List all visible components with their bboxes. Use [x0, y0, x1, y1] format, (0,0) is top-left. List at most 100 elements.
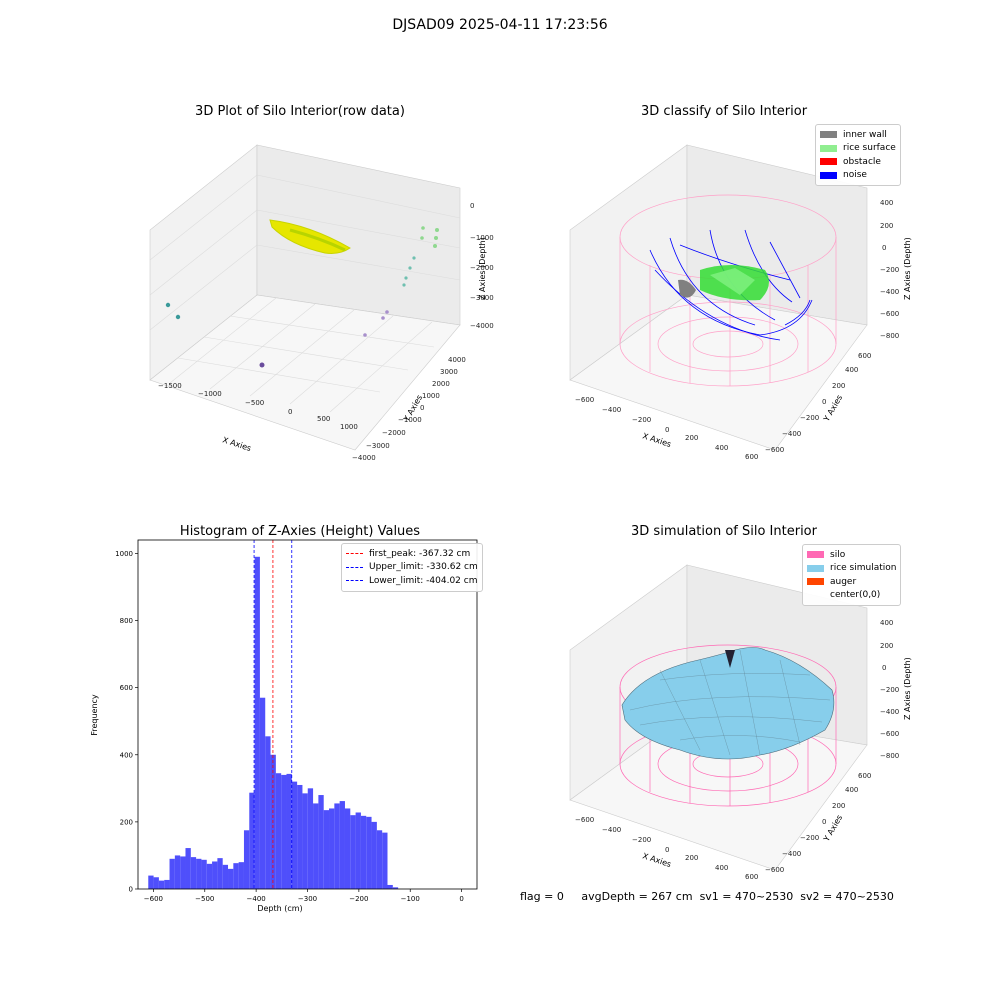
svg-text:−600: −600: [880, 730, 899, 738]
svg-text:−2000: −2000: [470, 264, 494, 272]
svg-text:−400: −400: [602, 406, 621, 414]
svg-text:600: 600: [858, 772, 871, 780]
svg-text:−4000: −4000: [352, 454, 376, 462]
histogram-bar: [318, 795, 324, 889]
histogram-bar: [254, 556, 260, 889]
histogram-bar: [376, 830, 383, 889]
classify-plot-title: 3D classify of Silo Interior: [640, 104, 808, 119]
histogram-bar: [281, 774, 287, 889]
histogram-bar: [164, 879, 170, 889]
svg-text:−1000: −1000: [398, 416, 422, 424]
legend-item-silo: silo: [807, 548, 896, 562]
svg-text:−400: −400: [880, 288, 899, 296]
histogram-bar: [222, 864, 229, 889]
svg-text:200: 200: [880, 222, 893, 230]
histogram-bar: [158, 880, 165, 889]
svg-text:−600: −600: [765, 446, 784, 454]
histogram-bar: [190, 857, 197, 889]
svg-text:−200: −200: [632, 836, 651, 844]
legend-item-upper-limit: Upper_limit: -330.62 cm: [346, 561, 478, 575]
svg-text:−600: −600: [575, 396, 594, 404]
svg-text:−1000: −1000: [470, 234, 494, 242]
histogram-chart: −600 −500 −400 −300 −200 −100 0 0 200 400 600 800 10…: [90, 539, 478, 913]
histogram-ylabel: Frequency: [90, 694, 99, 736]
histogram-bar: [382, 832, 388, 889]
histogram-bar: [344, 808, 351, 889]
histogram-bar: [313, 803, 319, 889]
svg-text:0: 0: [420, 404, 424, 412]
svg-text:−400: −400: [782, 850, 801, 858]
histogram-bar: [355, 812, 361, 889]
svg-text:−200: −200: [880, 686, 899, 694]
histogram-xtick-label: −200: [349, 895, 368, 903]
histogram-bar: [233, 863, 239, 889]
histogram-bar: [185, 848, 191, 889]
svg-text:−1000: −1000: [198, 390, 222, 398]
histogram-bar: [371, 821, 377, 889]
svg-text:−200: −200: [632, 416, 651, 424]
raw-zlabel: Z Axies (Depth): [478, 237, 487, 300]
legend-item-center: center(0,0): [830, 590, 881, 601]
legend-item-first-peak: first_peak: -367.32 cm: [346, 547, 478, 561]
svg-text:3000: 3000: [440, 368, 458, 376]
simulation-legend: silo rice simulation auger center(0,0): [802, 544, 902, 606]
svg-text:−400: −400: [880, 708, 899, 716]
classify-zlabel: Z Axies (Depth): [903, 237, 912, 300]
histogram-bar: [153, 877, 159, 889]
histogram-bar: [323, 810, 330, 889]
svg-text:0: 0: [882, 664, 886, 672]
histogram-bar: [334, 803, 340, 889]
histogram-bar: [228, 868, 234, 889]
histogram-bar: [339, 801, 345, 889]
svg-text:2000: 2000: [432, 380, 450, 388]
svg-text:600: 600: [858, 352, 871, 360]
svg-text:0: 0: [665, 846, 669, 854]
histogram-ytick-label: 200: [120, 818, 133, 826]
svg-text:200: 200: [685, 434, 698, 442]
histogram-bar: [212, 861, 218, 889]
svg-text:0: 0: [288, 408, 292, 416]
histogram-bar: [360, 815, 367, 889]
svg-text:400: 400: [845, 366, 858, 374]
status-sv1: sv1 = 470~2530: [699, 890, 794, 903]
svg-text:600: 600: [745, 873, 758, 881]
histogram-xtick-label: −300: [298, 895, 317, 903]
histogram-bar: [265, 736, 271, 889]
histogram-bar: [307, 788, 314, 889]
svg-text:400: 400: [880, 619, 893, 627]
histogram-bar: [297, 784, 303, 889]
status-line: flag = 0 avgDepth = 267 cm sv1 = 470~253…: [520, 890, 894, 903]
legend-item-auger: auger: [807, 575, 896, 589]
svg-text:−600: −600: [765, 866, 784, 874]
histogram-bar: [196, 858, 202, 889]
histogram-bar: [392, 887, 399, 889]
svg-text:400: 400: [880, 199, 893, 207]
histogram-bar: [249, 792, 255, 889]
svg-text:400: 400: [715, 444, 728, 452]
legend-item-rice-surface: rice surface: [820, 142, 896, 156]
svg-text:−200: −200: [800, 834, 819, 842]
simulation-plot-title: 3D simulation of Silo Interior: [631, 524, 817, 539]
svg-text:−400: −400: [602, 826, 621, 834]
histogram-bar: [217, 858, 223, 889]
histogram-bar: [291, 781, 298, 889]
status-avg-depth: avgDepth = 267 cm: [581, 890, 693, 903]
svg-text:−600: −600: [575, 816, 594, 824]
legend-item-obstacle: obstacle: [820, 155, 896, 169]
histogram-ytick-label: 400: [120, 751, 133, 759]
svg-text:−500: −500: [245, 399, 264, 407]
histogram-bar: [201, 859, 207, 889]
histogram-bar: [238, 862, 244, 889]
histogram-bar: [350, 815, 356, 889]
raw-xlabel: X Axies: [221, 435, 252, 453]
legend-item-noise: noise: [820, 169, 896, 183]
histogram-xtick-label: −400: [247, 895, 266, 903]
svg-text:−400: −400: [782, 430, 801, 438]
histogram-bar: [329, 808, 335, 889]
histogram-title: Histogram of Z-Axies (Height) Values: [179, 524, 421, 539]
svg-text:0: 0: [470, 202, 474, 210]
histogram-bar: [174, 855, 181, 889]
svg-text:4000: 4000: [448, 356, 466, 364]
